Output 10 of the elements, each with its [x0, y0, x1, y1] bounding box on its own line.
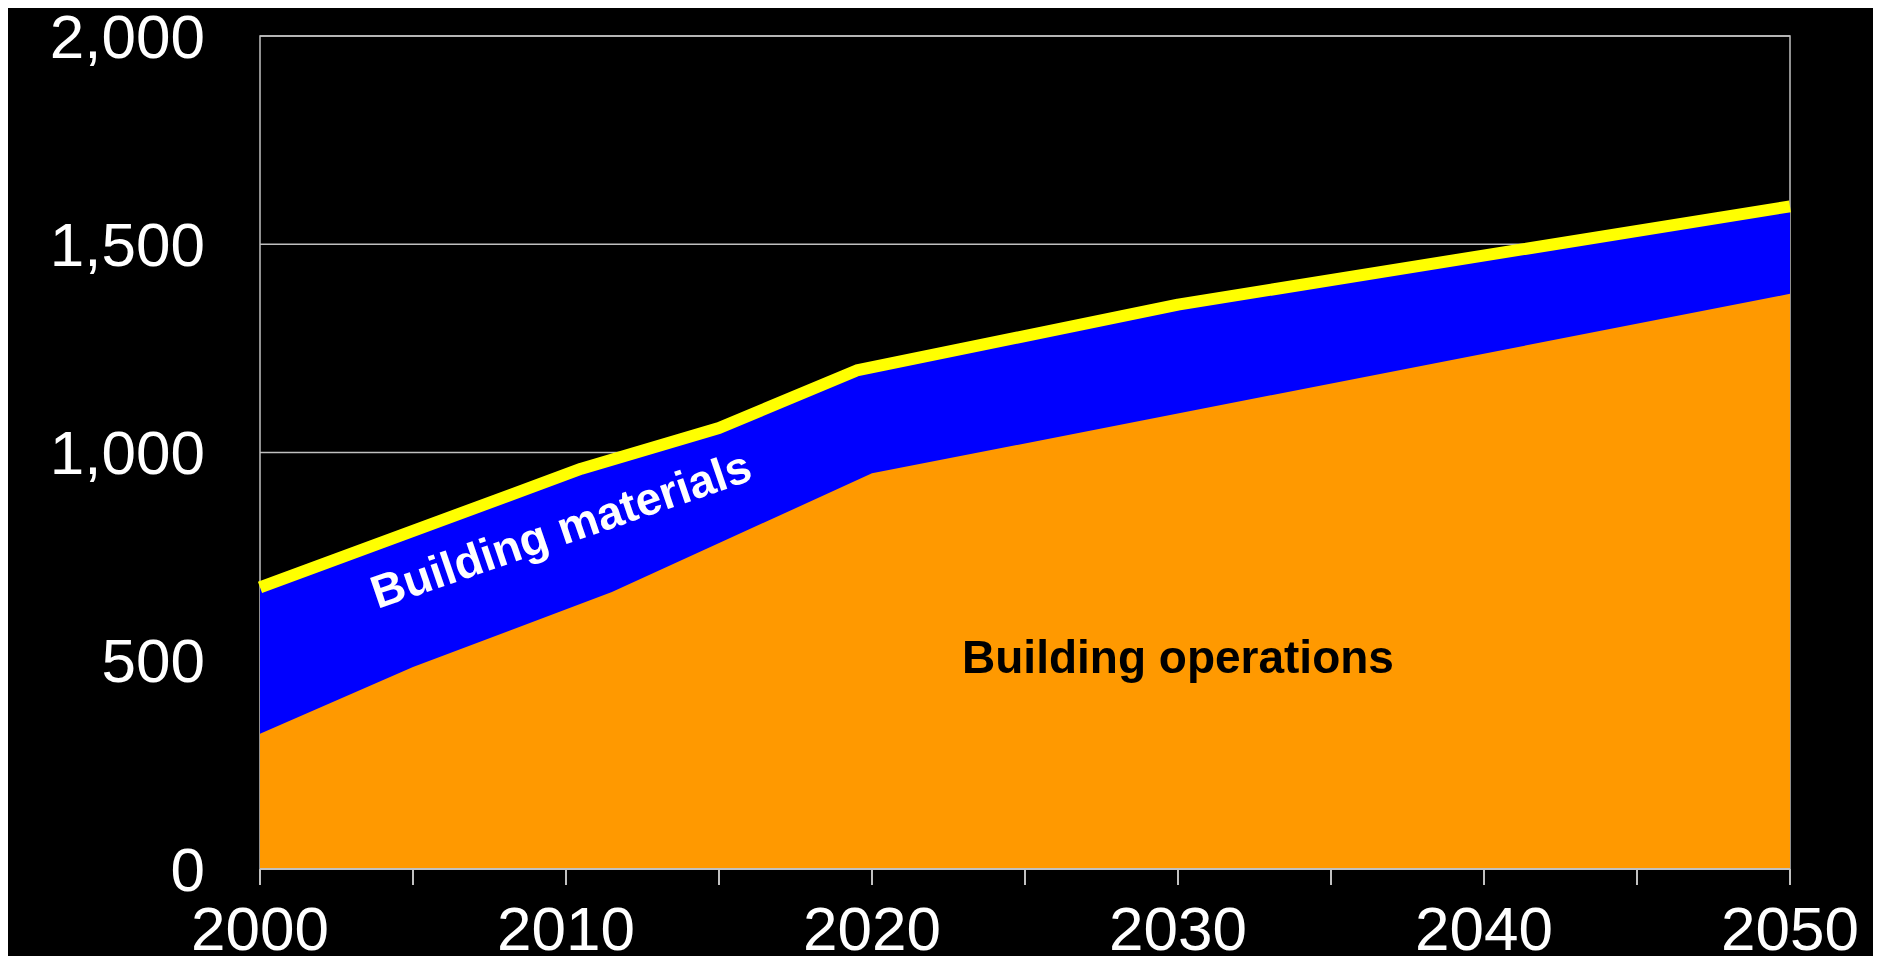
y-tick-label: 1,000 — [49, 418, 205, 488]
x-tick-label: 2010 — [497, 894, 635, 963]
x-tick-label: 2040 — [1415, 894, 1553, 963]
x-tick-label: 2050 — [1721, 894, 1859, 963]
x-tick-label: 2020 — [803, 894, 941, 963]
y-tick-label: 2,000 — [49, 1, 205, 71]
y-tick-label: 500 — [101, 626, 205, 696]
y-tick-label: 1,500 — [49, 209, 205, 279]
x-tick-label: 2030 — [1109, 894, 1247, 963]
series-label: Building operations — [962, 631, 1394, 684]
